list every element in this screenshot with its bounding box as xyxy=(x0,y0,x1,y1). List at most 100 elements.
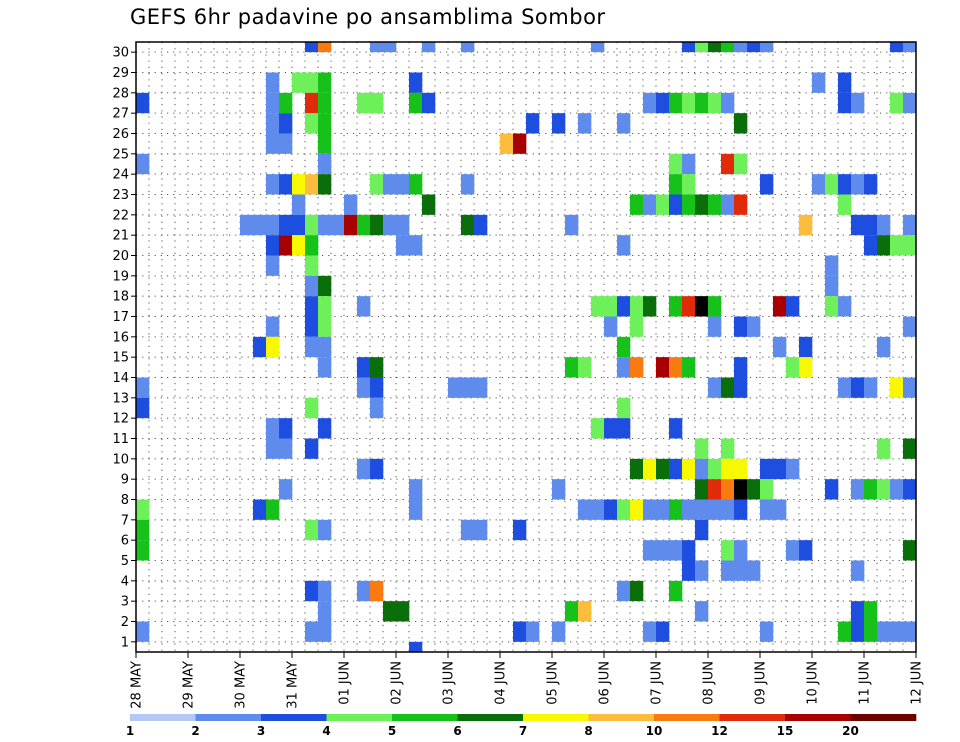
y-tick-label: 16 xyxy=(112,330,129,345)
heatmap-cell xyxy=(708,479,722,500)
x-axis: 28 MAY 29 MAY 30 MAY 31 MAY 01 JUN 02 JUN 03 J… xyxy=(130,652,925,709)
heatmap-cell xyxy=(682,499,696,520)
heatmap-cell xyxy=(786,357,800,378)
y-tick-label: 28 xyxy=(112,86,129,101)
heatmap-cell xyxy=(734,560,748,581)
heatmap-cell xyxy=(266,418,280,439)
heatmap-cell xyxy=(760,621,774,642)
heatmap-cell xyxy=(656,499,670,520)
heatmap-cell xyxy=(136,153,150,175)
y-axis: 1234567891011121314151617181920212223242… xyxy=(112,46,136,650)
heatmap-cell xyxy=(279,418,293,439)
heatmap-cell xyxy=(279,235,293,256)
heatmap-cell xyxy=(643,194,657,215)
heatmap-cell xyxy=(266,336,280,358)
heatmap-cell xyxy=(396,235,410,256)
heatmap-cell xyxy=(266,133,280,154)
x-tick-label: 06 JUN xyxy=(598,661,613,705)
heatmap-cell xyxy=(838,621,852,642)
heatmap-cell xyxy=(305,275,319,297)
heatmap-cell xyxy=(565,357,579,378)
heatmap-cell xyxy=(266,235,280,256)
heatmap-cell xyxy=(305,72,319,93)
heatmap-cell xyxy=(305,438,319,459)
heatmap-cell xyxy=(721,479,735,500)
heatmap-cell xyxy=(266,92,280,114)
heatmap-cell xyxy=(500,133,514,154)
heatmap-cell xyxy=(838,174,852,195)
heatmap-cell xyxy=(851,479,865,500)
heatmap-cell xyxy=(643,540,657,561)
y-tick-label: 14 xyxy=(112,371,129,386)
y-tick-label: 23 xyxy=(112,188,129,203)
heatmap-cell xyxy=(747,560,761,581)
heatmap-cell xyxy=(682,42,696,53)
heatmap-cell xyxy=(747,479,761,500)
heatmap-cell xyxy=(838,194,852,215)
heatmap-cell xyxy=(734,357,748,378)
heatmap-cell xyxy=(695,296,709,317)
x-tick-label: 11 JUN xyxy=(858,661,873,705)
heatmap-cell xyxy=(630,580,644,602)
heatmap-cell xyxy=(318,113,332,134)
y-tick-label: 22 xyxy=(112,208,129,223)
heatmap-cell xyxy=(656,540,670,561)
heatmap-cell xyxy=(734,194,748,215)
heatmap-cell xyxy=(422,92,436,114)
heatmap-cell xyxy=(656,458,670,480)
heatmap-cell xyxy=(708,42,722,53)
heatmap-cell xyxy=(838,92,852,114)
heatmap-cell xyxy=(422,194,436,215)
heatmap-cell xyxy=(682,174,696,195)
heatmap-cell xyxy=(461,42,475,53)
y-tick-label: 17 xyxy=(112,310,129,325)
heatmap-cell xyxy=(370,174,384,195)
heatmap-cell xyxy=(292,214,306,236)
x-tick-label: 30 MAY xyxy=(234,661,249,709)
heatmap-cell xyxy=(318,174,332,195)
x-tick-label: 04 JUN xyxy=(494,661,509,705)
legend-swatch xyxy=(392,714,458,721)
heatmap-cell xyxy=(292,194,306,215)
heatmap-cell xyxy=(604,418,618,439)
heatmap-cell xyxy=(370,92,384,114)
heatmap-cell xyxy=(370,357,384,378)
heatmap-cell xyxy=(305,92,319,114)
heatmap-cell xyxy=(318,214,332,236)
heatmap-cell xyxy=(760,458,774,480)
heatmap-cell xyxy=(864,214,878,236)
heatmap-cell xyxy=(799,357,813,378)
heatmap-cell xyxy=(292,235,306,256)
heatmap-cell xyxy=(890,479,904,500)
color-legend: 1 2 3 4 5 6 7 8 10 12 15 20 xyxy=(126,714,917,738)
legend-label: 15 xyxy=(777,724,794,738)
y-tick-label: 10 xyxy=(112,452,129,467)
heatmap-cell xyxy=(825,255,839,276)
heatmap-cell xyxy=(409,235,423,256)
heatmap-cell xyxy=(721,42,735,53)
heatmap-cell xyxy=(318,357,332,378)
legend-label: 8 xyxy=(584,724,592,738)
heatmap-cell xyxy=(786,296,800,317)
heatmap-cell xyxy=(695,194,709,215)
y-tick-label: 30 xyxy=(112,46,129,61)
y-tick-label: 8 xyxy=(121,493,129,508)
heatmap-cell xyxy=(851,560,865,581)
heatmap-cell xyxy=(578,499,592,520)
heatmap-cell xyxy=(474,214,488,236)
heatmap-cell xyxy=(747,316,761,337)
heatmap-cell xyxy=(448,377,462,398)
legend-label: 6 xyxy=(453,724,461,738)
legend-swatch xyxy=(588,714,655,721)
heatmap-cell xyxy=(734,42,748,53)
legend-swatch xyxy=(457,714,524,721)
heatmap-cell xyxy=(630,194,644,215)
heatmap-cell xyxy=(305,214,319,236)
heatmap-cell xyxy=(565,214,579,236)
y-tick-label: 29 xyxy=(112,66,129,81)
heatmap-cell xyxy=(669,153,683,175)
heatmap-cell xyxy=(903,42,917,53)
heatmap-cell xyxy=(344,194,358,215)
heatmap-cell xyxy=(760,174,774,195)
y-tick-label: 6 xyxy=(121,534,129,549)
